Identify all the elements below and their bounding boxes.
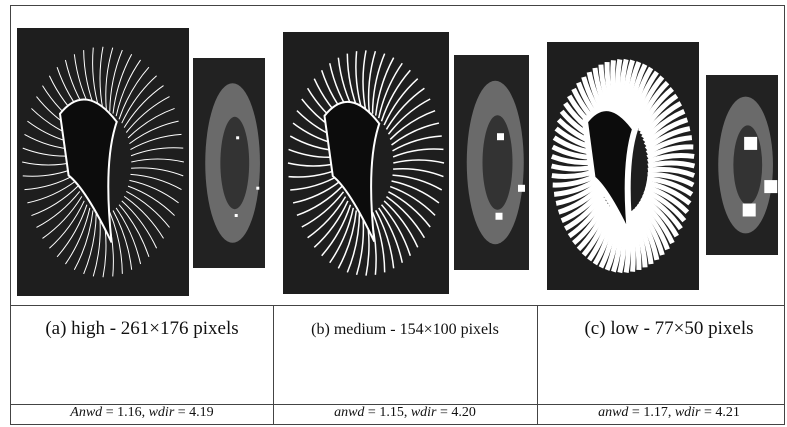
landmark <box>743 204 756 217</box>
metric-part: = 1.17, <box>628 405 674 420</box>
figure: (a) high - 261×176 pixels (b) medium - 1… <box>0 0 787 427</box>
metric-part: wdir <box>149 405 175 420</box>
landmark <box>764 180 777 193</box>
figure-graphics <box>0 0 787 427</box>
metric: anwd = 1.15, wdir = 4.20 <box>274 405 536 421</box>
ear-inner <box>483 115 513 210</box>
landmark <box>496 213 503 220</box>
landmark <box>744 137 757 150</box>
metric-part: Anwd <box>70 405 102 420</box>
caption: (c) low - 77×50 pixels <box>538 318 787 340</box>
metric-part: anwd <box>334 405 364 420</box>
metric-part: = 4.19 <box>174 405 213 420</box>
metric-part: = 4.20 <box>437 405 476 420</box>
metric-part: = 1.15, <box>364 405 410 420</box>
landmark <box>235 214 238 217</box>
ear-inner <box>220 117 249 209</box>
metric: Anwd = 1.16, wdir = 4.19 <box>11 405 273 421</box>
metric: anwd = 1.17, wdir = 4.21 <box>538 405 787 421</box>
landmark <box>497 133 504 140</box>
metric-part: wdir <box>411 405 437 420</box>
landmark <box>236 136 239 139</box>
landmark <box>518 185 525 192</box>
metric-part: = 1.16, <box>102 405 148 420</box>
caption: (a) high - 261×176 pixels <box>11 318 273 340</box>
caption: (b) medium - 154×100 pixels <box>274 321 536 339</box>
metric-part: wdir <box>675 405 701 420</box>
metric-part: anwd <box>598 405 628 420</box>
landmark <box>256 187 259 190</box>
metric-part: = 4.21 <box>701 405 740 420</box>
